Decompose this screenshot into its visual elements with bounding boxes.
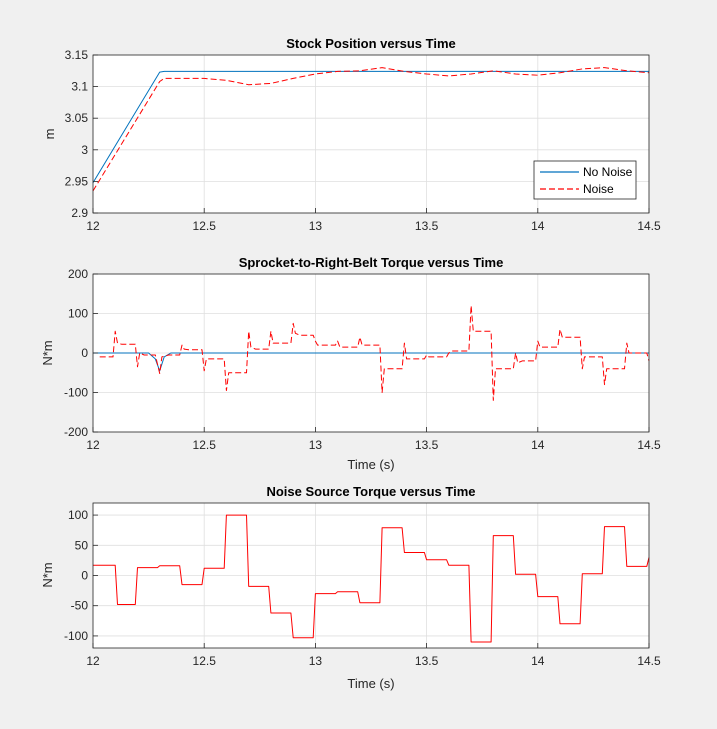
xtick-label: 14.5 <box>637 438 661 452</box>
chart-3-ticks: 12 12.5 13 13.5 14 14.5 -100 -50 0 50 100 <box>64 508 661 668</box>
xtick-label: 13 <box>309 654 323 668</box>
chart-1-plot-border <box>92 54 650 214</box>
stock-position-chart: Stock Position versus Time 12 12.5 13 13.5 1… <box>42 36 661 233</box>
xtick-label: 12.5 <box>193 438 217 452</box>
xtick-label: 12 <box>86 438 100 452</box>
xtick-label: 13.5 <box>415 654 439 668</box>
xtick-label: 12.5 <box>193 219 217 233</box>
xtick-label: 12 <box>86 654 100 668</box>
series-noise-line <box>93 514 650 643</box>
noise-source-chart: Noise Source Torque versus Time 12 12.5 13… <box>40 484 661 691</box>
ytick-label: 200 <box>68 267 88 281</box>
belt-torque-chart: Sprocket-to-Right-Belt Torque versus Tim… <box>40 255 661 472</box>
chart-1-legend[interactable]: No Noise Noise <box>533 160 637 200</box>
chart-1-series <box>92 67 650 192</box>
series-no-noise-line <box>93 352 649 372</box>
chart-2-xlabel: Time (s) <box>347 457 394 472</box>
xtick-label: 13.5 <box>415 438 439 452</box>
series-noise-line <box>92 67 650 192</box>
chart-2-series <box>93 305 650 401</box>
xtick-label: 14 <box>531 654 545 668</box>
legend-noise-label: Noise <box>583 182 614 196</box>
series-noise-line <box>99 305 650 401</box>
ytick-label: 0 <box>81 569 88 583</box>
ytick-label: 2.95 <box>65 174 89 188</box>
chart-3-xlabel: Time (s) <box>347 676 394 691</box>
xtick-label: 13 <box>309 438 323 452</box>
ytick-label: 2.9 <box>71 206 88 220</box>
chart-2-ticks: 12 12.5 13 13.5 14 14.5 -200 -100 0 100 200 <box>64 267 661 452</box>
ytick-label: -100 <box>64 386 88 400</box>
chart-1-title: Stock Position versus Time <box>286 36 456 51</box>
legend-box <box>533 160 637 200</box>
xtick-label: 14 <box>531 219 545 233</box>
legend-no-noise-label: No Noise <box>583 165 633 179</box>
ytick-label: 50 <box>75 538 89 552</box>
chart-1-ylabel: m <box>42 129 57 140</box>
xtick-label: 13 <box>309 219 323 233</box>
xtick-label: 12 <box>86 219 100 233</box>
chart-3-title: Noise Source Torque versus Time <box>266 484 475 499</box>
xtick-label: 14.5 <box>637 219 661 233</box>
ytick-label: -100 <box>64 629 88 643</box>
ytick-label: 3.05 <box>65 111 89 125</box>
ytick-label: 100 <box>68 307 88 321</box>
ytick-label: 3.1 <box>71 80 88 94</box>
xtick-label: 14.5 <box>637 654 661 668</box>
chart-3-series <box>93 514 650 643</box>
ytick-label: 3.15 <box>65 48 89 62</box>
chart-3-ylabel: N*m <box>40 562 55 587</box>
chart-1-ticks: 12 12.5 13 13.5 14 14.5 2.9 2.95 3 3.05 3.1 3.15 <box>65 48 661 233</box>
chart-2-ylabel: N*m <box>40 340 55 365</box>
ytick-label: 3 <box>81 143 88 157</box>
ytick-label: -200 <box>64 425 88 439</box>
xtick-label: 12.5 <box>193 654 217 668</box>
xtick-label: 13.5 <box>415 219 439 233</box>
ytick-label: 0 <box>81 346 88 360</box>
xtick-label: 14 <box>531 438 545 452</box>
ytick-label: 100 <box>68 508 88 522</box>
chart-2-title: Sprocket-to-Right-Belt Torque versus Tim… <box>239 255 504 270</box>
ytick-label: -50 <box>71 599 89 613</box>
